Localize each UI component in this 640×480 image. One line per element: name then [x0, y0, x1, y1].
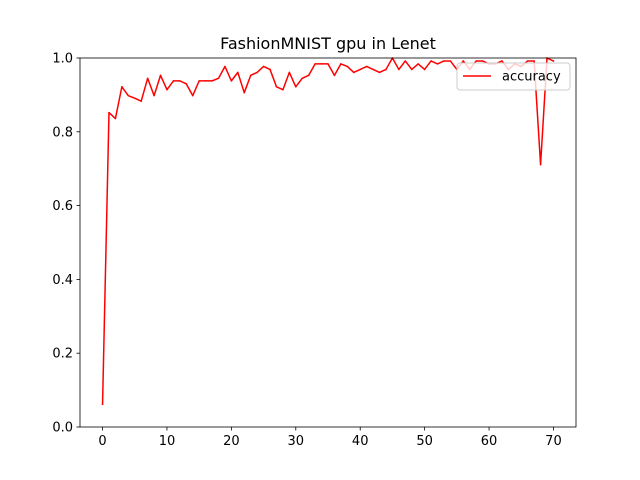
chart-title: FashionMNIST gpu in Lenet	[220, 34, 436, 53]
data-point	[365, 65, 368, 68]
data-point	[114, 117, 117, 120]
x-tick-label: 20	[223, 434, 240, 449]
data-point	[230, 80, 233, 82]
data-point	[359, 68, 361, 71]
data-point	[179, 80, 181, 82]
data-point	[121, 86, 123, 88]
data-point	[275, 86, 278, 88]
data-point	[108, 111, 110, 114]
data-point	[262, 65, 265, 68]
y-tick-label: 0.4	[52, 273, 73, 288]
data-point	[224, 65, 226, 68]
data-point	[191, 94, 194, 97]
data-point	[346, 65, 349, 68]
y-tick-label: 0.8	[52, 125, 73, 140]
data-point	[153, 94, 155, 97]
data-point	[237, 71, 239, 74]
data-point	[417, 63, 419, 65]
legend-box	[456, 62, 571, 91]
data-point	[295, 86, 297, 88]
data-point	[127, 94, 130, 97]
y-tick-label: 0.6	[52, 199, 73, 214]
data-point	[204, 80, 207, 82]
data-point	[539, 163, 542, 166]
data-point	[378, 71, 381, 74]
data-point	[307, 74, 310, 77]
data-point	[101, 403, 104, 405]
data-point	[410, 68, 413, 71]
data-point	[134, 97, 136, 99]
data-point	[314, 63, 316, 65]
data-point	[462, 60, 465, 62]
data-point	[436, 63, 439, 65]
data-point	[288, 71, 291, 74]
data-point	[269, 68, 271, 71]
y-tick-label: 0.0	[52, 421, 73, 436]
data-point	[320, 63, 323, 65]
data-point	[256, 71, 258, 74]
legend: accuracy	[456, 62, 571, 91]
data-point	[198, 80, 200, 82]
data-point	[533, 60, 535, 62]
data-point	[146, 77, 149, 80]
data-point	[353, 71, 355, 74]
data-point	[249, 74, 252, 77]
y-tick-label: 1.0	[52, 52, 73, 67]
data-point	[217, 77, 220, 80]
x-tick-label: 70	[545, 434, 562, 449]
data-point	[526, 60, 529, 62]
data-point	[243, 91, 246, 94]
x-tick-label: 30	[288, 434, 305, 449]
data-point	[501, 60, 503, 62]
x-tick-label: 60	[481, 434, 498, 449]
data-point	[327, 63, 329, 65]
data-point	[166, 88, 168, 91]
data-point	[301, 77, 303, 80]
data-point	[211, 80, 213, 82]
data-point	[185, 83, 188, 85]
data-point	[449, 60, 452, 62]
x-tick-label: 50	[416, 434, 433, 449]
data-point	[385, 68, 387, 71]
data-point	[443, 60, 445, 62]
data-point	[481, 60, 484, 62]
data-point	[282, 88, 284, 91]
x-tick-label: 10	[159, 434, 176, 449]
data-point	[372, 68, 374, 71]
legend-label-accuracy: accuracy	[502, 70, 561, 85]
x-tick-label: 40	[352, 434, 369, 449]
data-point	[340, 63, 342, 65]
data-point	[172, 80, 175, 82]
data-point	[552, 60, 555, 62]
data-point	[423, 68, 426, 71]
data-point	[333, 74, 336, 77]
data-point	[140, 100, 142, 102]
x-tick-label: 0	[98, 434, 106, 449]
data-point	[404, 60, 407, 62]
y-tick-label: 0.2	[52, 347, 73, 362]
axes-frame	[79, 57, 577, 428]
data-point	[475, 60, 477, 62]
axes: 0 10 20 30 40 50 60 70 0.0 0.2 0.4 0.6 0.8 1.0	[52, 52, 577, 449]
data-point	[430, 60, 432, 62]
data-point	[398, 68, 400, 71]
data-point	[159, 74, 162, 77]
